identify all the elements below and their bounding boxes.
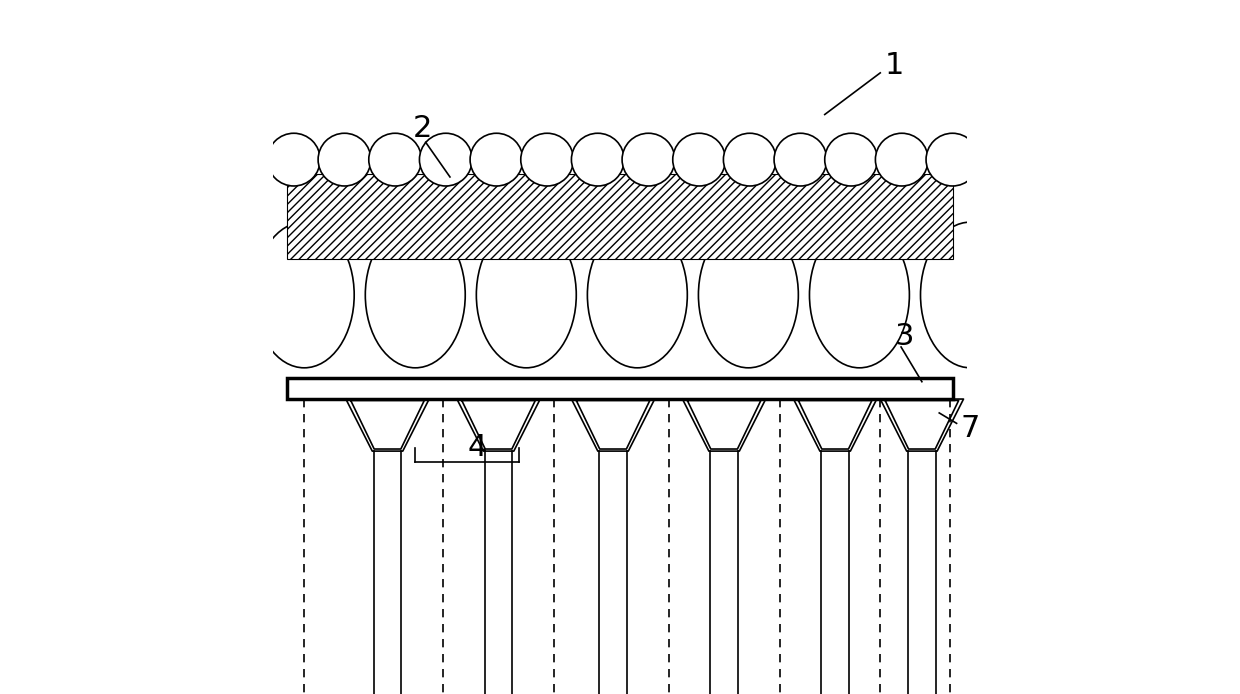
Bar [286, 174, 954, 259]
Text: 1: 1 [884, 51, 904, 81]
Text: 3: 3 [895, 322, 914, 351]
Circle shape [268, 133, 320, 186]
Ellipse shape [1032, 222, 1131, 368]
Ellipse shape [1142, 222, 1240, 368]
Circle shape [319, 133, 371, 186]
Circle shape [521, 133, 574, 186]
Circle shape [673, 133, 725, 186]
Circle shape [977, 133, 1029, 186]
Circle shape [368, 133, 422, 186]
Circle shape [1028, 133, 1080, 186]
Circle shape [825, 133, 878, 186]
Ellipse shape [920, 222, 1021, 368]
Circle shape [723, 133, 776, 186]
Circle shape [622, 133, 675, 186]
Ellipse shape [698, 222, 799, 368]
Ellipse shape [366, 222, 465, 368]
Bar [286, 378, 954, 399]
Text: 2: 2 [413, 114, 432, 143]
Ellipse shape [588, 222, 687, 368]
Ellipse shape [476, 222, 577, 368]
Circle shape [774, 133, 827, 186]
Ellipse shape [254, 222, 355, 368]
Circle shape [470, 133, 523, 186]
Ellipse shape [810, 222, 909, 368]
Text: 7: 7 [960, 414, 980, 443]
Circle shape [572, 133, 624, 186]
Text: 4: 4 [467, 433, 487, 462]
Circle shape [926, 133, 978, 186]
Circle shape [419, 133, 472, 186]
Circle shape [875, 133, 928, 186]
